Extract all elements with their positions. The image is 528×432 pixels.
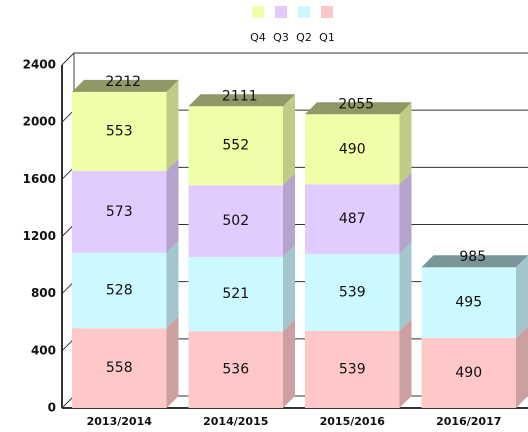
value-label: 573 — [106, 204, 133, 220]
bar — [72, 170, 167, 253]
bar-side — [283, 319, 295, 408]
bar — [305, 184, 400, 254]
legend-label: Q4 — [250, 31, 266, 44]
bar-side — [399, 102, 412, 185]
bar — [188, 106, 283, 186]
y-tick-label: 400 — [31, 343, 56, 357]
legend-swatch — [298, 6, 310, 18]
total-label: 985 — [459, 249, 486, 265]
bar — [305, 330, 400, 408]
bar — [72, 252, 167, 329]
legend-label: Q2 — [296, 31, 312, 44]
bar — [72, 328, 167, 408]
bar — [305, 114, 400, 185]
value-label: 536 — [222, 362, 249, 378]
legend-label: Q1 — [319, 31, 335, 44]
total-label: 2055 — [338, 96, 374, 112]
legend-swatch — [321, 6, 333, 18]
value-label: 558 — [106, 360, 133, 376]
value-label: 552 — [222, 138, 249, 154]
bar-side — [166, 158, 179, 253]
value-label: 539 — [339, 361, 366, 377]
bar-side — [283, 244, 295, 332]
bar-side — [399, 172, 412, 254]
x-tick-label: 2016/2017 — [436, 415, 501, 428]
bar-side — [516, 255, 528, 338]
x-tick-label: 2015/2016 — [320, 415, 386, 428]
bar-side — [283, 173, 295, 257]
y-tick-label: 2000 — [23, 115, 56, 129]
bar-side — [166, 316, 179, 408]
value-label: 487 — [339, 211, 366, 227]
legend-swatch — [252, 6, 264, 18]
value-label: 502 — [222, 213, 249, 229]
y-tick-label: 1600 — [23, 172, 56, 186]
value-label: 490 — [455, 365, 482, 381]
legend-swatch — [275, 6, 287, 18]
bar — [188, 256, 283, 332]
y-tick-label: 1200 — [23, 229, 56, 243]
value-label: 495 — [455, 295, 482, 311]
bar-top — [305, 102, 412, 115]
y-tick-label: 0 — [48, 401, 56, 415]
bar-side — [399, 241, 412, 331]
bar — [188, 185, 283, 257]
total-label: 2212 — [105, 74, 141, 90]
x-tick-label: 2013/2014 — [87, 415, 153, 428]
bar — [305, 253, 400, 331]
value-label: 521 — [222, 286, 249, 302]
bar-side — [516, 325, 528, 408]
total-label: 2111 — [222, 88, 258, 104]
bar — [421, 337, 516, 408]
bar-top — [421, 255, 528, 268]
y-tick-label: 800 — [31, 286, 56, 300]
bar — [72, 91, 167, 171]
value-label: 539 — [339, 284, 366, 300]
bar — [421, 267, 516, 338]
bar-side — [166, 79, 179, 171]
y-tick-label: 2400 — [23, 58, 56, 72]
bar-top — [188, 94, 295, 107]
bar-top — [72, 79, 179, 92]
bar-side — [399, 318, 412, 408]
bar — [188, 331, 283, 408]
bar-side — [166, 240, 179, 329]
value-label: 553 — [106, 123, 133, 139]
legend-label: Q3 — [273, 31, 289, 44]
x-tick-label: 2014/2015 — [203, 415, 268, 428]
grid-line-depth — [61, 52, 75, 66]
bar-side — [283, 94, 295, 186]
value-label: 528 — [106, 283, 133, 299]
value-label: 490 — [339, 141, 366, 157]
